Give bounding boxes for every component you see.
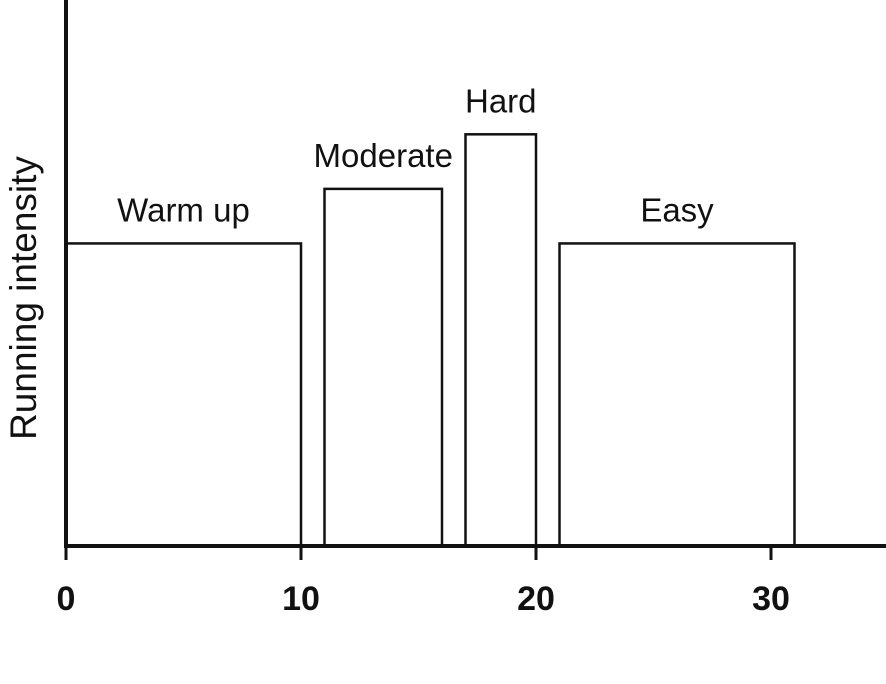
bar-moderate [323,187,444,548]
bar-label-moderate: Moderate [314,137,453,174]
bar-hard [464,133,538,548]
bar-label-warm-up: Warm up [117,191,250,228]
x-tick-label: 30 [752,580,790,618]
bar-warm-up [64,242,303,548]
x-tick-label: 0 [57,580,76,618]
bar-label-easy: Easy [640,191,714,228]
x-tick-label: 20 [517,580,555,618]
bar-easy [558,242,796,548]
bar-label-hard: Hard [465,82,537,119]
bar-labels-group: Warm up Moderate Hard Easy [117,82,714,228]
bars-group [64,133,796,548]
x-tick-label: 10 [282,580,320,618]
x-ticks-group: 0 10 20 30 [57,546,790,618]
y-axis-label: Running intensity [3,156,44,440]
